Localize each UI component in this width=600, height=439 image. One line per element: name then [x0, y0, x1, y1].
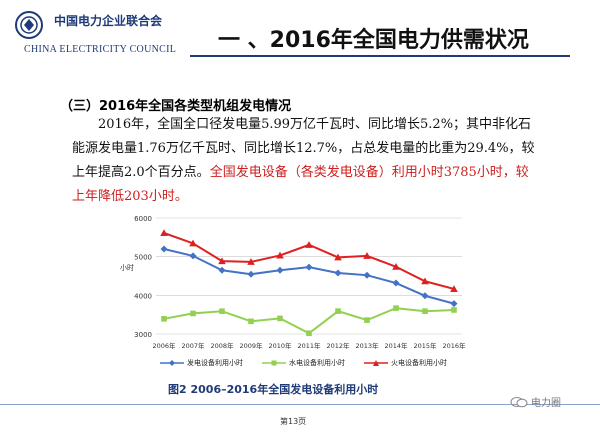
- x-tick-label: 2016年: [442, 341, 466, 350]
- y-tick-label: 4000: [134, 292, 152, 300]
- x-tick-label: 2012年: [326, 341, 350, 350]
- chart-legend: 发电设备利用小时 水电设备利用小时 火电设备利用小时: [160, 358, 460, 370]
- data-point: [450, 300, 458, 308]
- data-point: [363, 252, 371, 259]
- x-tick-label: 2010年: [268, 341, 292, 350]
- data-point: [334, 269, 342, 277]
- legend-item-total: 发电设备利用小时: [160, 358, 243, 368]
- data-point: [305, 241, 313, 248]
- data-point: [392, 262, 400, 270]
- y-axis-label: 小时: [120, 263, 134, 272]
- data-point: [277, 315, 283, 322]
- watermark-text: 电力圈: [531, 398, 561, 409]
- data-point: [451, 307, 457, 313]
- data-point: [190, 310, 196, 317]
- header-divider: [190, 55, 570, 57]
- data-point: [334, 253, 342, 261]
- y-tick-label: 3000: [134, 331, 152, 339]
- data-point: [160, 229, 168, 237]
- data-point: [364, 317, 370, 323]
- legend-line-green-icon: [262, 360, 286, 366]
- paragraph-highlight: 全国发电设备（各类发电设备）利用小时3785小时，较上年降低203小时。: [72, 165, 529, 204]
- x-tick-label: 2011年: [297, 341, 321, 350]
- footer-divider: [0, 404, 600, 405]
- data-point: [305, 263, 313, 271]
- y-tick-label: 6000: [134, 215, 152, 223]
- legend-label-hydro: 水电设备利用小时: [289, 359, 345, 367]
- y-tick-label: 5000: [134, 254, 152, 262]
- org-name-cn: 中国电力企业联合会: [54, 14, 163, 28]
- data-point: [189, 252, 197, 260]
- section-title: （三）2016年全国各类型机组发电情况: [60, 99, 292, 114]
- org-name-en: CHINA ELECTRICITY COUNCIL: [24, 44, 177, 55]
- legend-label-thermal: 火电设备利用小时: [391, 359, 447, 367]
- figure-caption: 图2 2006–2016年全国发电设备利用小时: [168, 383, 379, 396]
- data-point: [422, 308, 428, 314]
- data-point: [160, 245, 168, 253]
- x-tick-label: 2007年: [181, 341, 205, 350]
- x-tick-label: 2006年: [152, 341, 176, 350]
- slide-header: 中国电力企业联合会 CHINA ELECTRICITY COUNCIL 一 、2…: [0, 0, 600, 60]
- page-number: 第13页: [280, 417, 307, 426]
- data-point: [219, 308, 225, 315]
- data-point: [276, 251, 284, 259]
- wechat-icon: [510, 396, 528, 407]
- slide-title: 一 、2016年全国电力供需状况: [218, 28, 529, 53]
- data-point: [247, 270, 255, 278]
- data-point: [392, 279, 400, 287]
- cec-logo-icon: [15, 11, 43, 39]
- data-point: [306, 330, 312, 337]
- data-point: [161, 316, 167, 322]
- legend-label-total: 发电设备利用小时: [187, 359, 243, 367]
- series-line: [163, 307, 455, 335]
- x-tick-label: 2008年: [210, 341, 234, 350]
- data-point: [218, 266, 226, 274]
- data-point: [363, 271, 371, 279]
- body-paragraph: 2016年，全国全口径发电量5.99万亿千瓦时、同比增长5.2%；其中非化石能源…: [72, 113, 537, 209]
- watermark: 电力圈: [510, 394, 561, 409]
- data-point: [421, 277, 429, 285]
- legend-line-blue-icon: [160, 360, 184, 366]
- paragraph-text: 2016年，全国全口径发电量5.99万亿千瓦时、同比增长5.2%；其中非化石能源…: [72, 117, 535, 180]
- x-tick-label: 2013年: [355, 341, 379, 350]
- data-point: [189, 239, 197, 247]
- data-point: [335, 308, 341, 314]
- data-point: [247, 258, 255, 265]
- data-point: [248, 318, 254, 325]
- data-point: [450, 285, 458, 292]
- utilization-chart: 6000 5000 4000 3000 小时 2006年 2007年 2008年 2009年 20…: [112, 210, 472, 360]
- data-point: [421, 292, 429, 300]
- legend-item-hydro: 水电设备利用小时: [262, 358, 345, 368]
- data-point: [218, 257, 226, 265]
- x-tick-label: 2009年: [239, 341, 263, 350]
- data-point: [276, 266, 284, 274]
- data-point: [393, 305, 399, 311]
- chart-svg: 6000 5000 4000 3000 小时 2006年 2007年 2008年 2009年 20…: [120, 215, 466, 350]
- x-tick-label: 2014年: [384, 341, 408, 350]
- legend-item-thermal: 火电设备利用小时: [364, 358, 447, 368]
- x-tick-label: 2015年: [413, 341, 437, 350]
- legend-line-red-icon: [364, 360, 388, 366]
